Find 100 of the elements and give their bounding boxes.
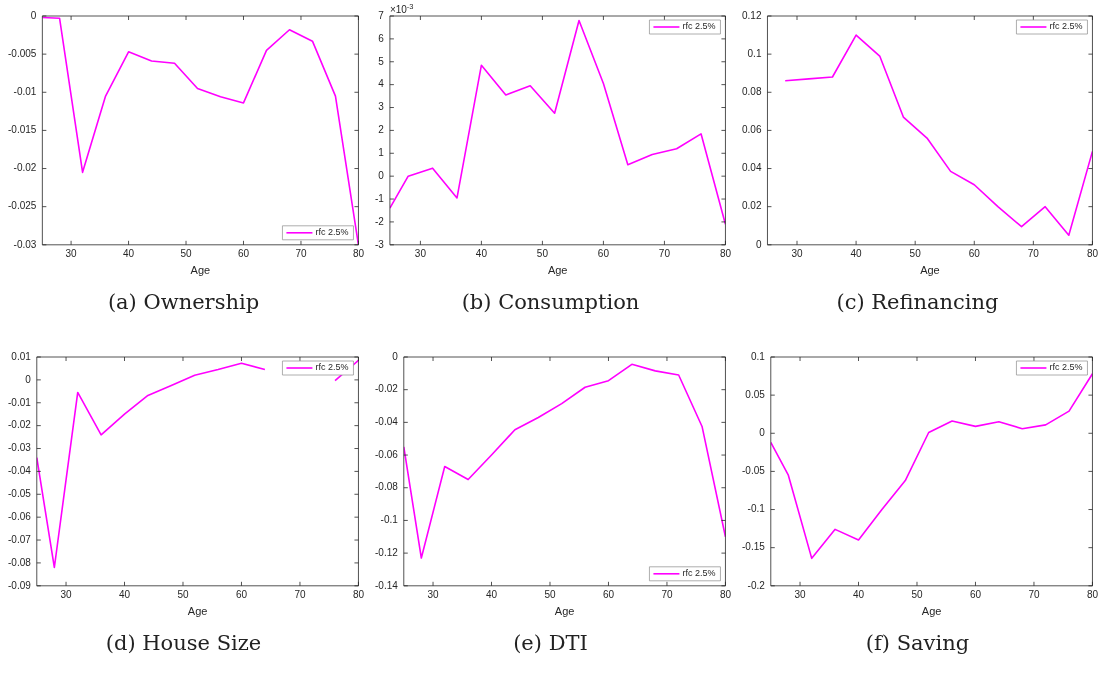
- y-tick-label: -1: [374, 192, 385, 204]
- y-tick-label: 7: [378, 9, 385, 21]
- x-tick-label: 80: [1086, 247, 1099, 259]
- y-tick-label: 5: [378, 55, 385, 67]
- y-tick-label: 0: [378, 169, 385, 181]
- legend-label: rfc 2.5%: [1049, 362, 1083, 373]
- legend-label: rfc 2.5%: [682, 568, 716, 579]
- y-tick-label: -0.025: [8, 200, 37, 212]
- y-tick-label: -0.01: [8, 396, 32, 408]
- y-tick-label: -0.09: [8, 579, 32, 591]
- y-tick-label: 0.12: [741, 9, 762, 21]
- y-tick-label: 1: [378, 147, 385, 159]
- text: (e) DTI: [512, 631, 589, 655]
- x-tick-label: 30: [427, 588, 440, 600]
- x-tick-label: 40: [118, 588, 131, 600]
- x-tick-label: 60: [602, 588, 615, 600]
- x-tick-label: 40: [123, 247, 135, 259]
- x-tick-label: 80: [352, 588, 365, 600]
- x-tick-label: 60: [969, 588, 982, 600]
- y-tick-label: -0.14: [375, 579, 399, 591]
- x-tick-label: 60: [597, 247, 610, 259]
- x-axis-title: Age: [921, 605, 942, 618]
- x-axis-title: Age: [187, 605, 208, 618]
- y-tick-label: 2: [378, 124, 385, 136]
- x-tick-label: 30: [65, 247, 78, 259]
- y-tick-label: -0.2: [747, 579, 766, 591]
- legend-label: rfc 2.5%: [1049, 21, 1083, 32]
- y-tick-label: 6: [378, 32, 385, 44]
- x-tick-label: 70: [294, 588, 306, 600]
- y-tick-label: -0.15: [742, 541, 766, 553]
- x-tick-label: 40: [475, 247, 488, 259]
- legend-label: rfc 2.5%: [315, 362, 349, 373]
- x-tick-label: 40: [485, 588, 498, 600]
- x-tick-label: 50: [536, 247, 549, 259]
- x-tick-label: 80: [719, 247, 732, 259]
- x-tick-label: 70: [1027, 247, 1040, 259]
- x-tick-label: 70: [658, 247, 671, 259]
- y-tick-label: -0.02: [13, 162, 37, 174]
- text: (c) Refinancing: [835, 290, 1000, 314]
- x-tick-label: 80: [1086, 588, 1099, 600]
- text: (b) Consumption: [460, 290, 641, 314]
- y-tick-label: -0.06: [8, 510, 32, 522]
- y-tick-label: -0.04: [375, 416, 399, 428]
- y-tick-label: 0.08: [741, 86, 762, 98]
- y-tick-label: -0.08: [8, 556, 32, 568]
- y-tick-label: -0.02: [8, 419, 32, 431]
- x-tick-label: 60: [235, 588, 248, 600]
- y-tick-label: -0.005: [8, 47, 37, 59]
- x-tick-label: 80: [719, 588, 732, 600]
- x-tick-label: 40: [852, 588, 865, 600]
- y-tick-label: -2: [374, 215, 385, 227]
- y-tick-label: 0: [755, 238, 762, 250]
- y-tick-label: -0.08: [375, 481, 399, 493]
- y-tick-label: 0.01: [11, 350, 32, 362]
- y-tick-label: -0.1: [747, 503, 766, 515]
- x-tick-label: 50: [544, 588, 556, 600]
- text: (f) Saving: [864, 631, 971, 655]
- y-tick-label: -0.05: [8, 488, 32, 500]
- y-tick-label: -0.02: [375, 383, 399, 395]
- y-tick-label: -0.01: [13, 86, 37, 98]
- y-tick-label: -0.03: [13, 238, 37, 250]
- y-tick-label: -0.03: [8, 442, 32, 454]
- x-tick-label: 70: [1028, 588, 1040, 600]
- x-tick-label: 60: [237, 247, 250, 259]
- x-tick-label: 80: [352, 247, 365, 259]
- y-tick-label: 0.06: [741, 124, 762, 136]
- text: (d) House Size: [104, 631, 263, 655]
- x-tick-label: 50: [909, 247, 922, 259]
- x-axis-title: Age: [190, 264, 211, 277]
- y-tick-label: -0.07: [8, 533, 32, 545]
- y-tick-label: 0.1: [750, 350, 766, 362]
- x-tick-label: 30: [794, 588, 807, 600]
- y-tick-label: 0.1: [747, 47, 762, 59]
- text: (a) Ownership: [106, 290, 261, 314]
- x-tick-label: 30: [791, 247, 804, 259]
- y-tick-label: -0.1: [380, 514, 399, 526]
- x-axis-title: Age: [554, 605, 575, 618]
- x-tick-label: 50: [911, 588, 923, 600]
- x-axis-title: Age: [920, 264, 940, 277]
- x-tick-label: 60: [968, 247, 981, 259]
- legend-label: rfc 2.5%: [682, 21, 716, 32]
- y-tick-label: 0: [392, 350, 399, 362]
- x-tick-label: 70: [295, 247, 307, 259]
- y-tick-label: -0.05: [742, 465, 766, 477]
- x-tick-label: 50: [177, 588, 189, 600]
- y-tick-label: 3: [378, 101, 385, 113]
- x-tick-label: 70: [661, 588, 673, 600]
- legend-label: rfc 2.5%: [315, 227, 349, 238]
- x-tick-label: 30: [414, 247, 427, 259]
- y-tick-label: -0.04: [8, 465, 32, 477]
- y-tick-label: 0: [30, 9, 37, 21]
- x-axis-title: Age: [547, 264, 568, 277]
- x-tick-label: 50: [180, 247, 193, 259]
- y-tick-label: 4: [378, 78, 385, 90]
- x-tick-label: 40: [850, 247, 863, 259]
- y-tick-label: -0.12: [375, 546, 399, 558]
- y-tick-label: 0: [25, 373, 32, 385]
- x-tick-label: 30: [60, 588, 73, 600]
- y-tick-label: 0.02: [741, 200, 762, 212]
- y-tick-label: -3: [374, 238, 385, 250]
